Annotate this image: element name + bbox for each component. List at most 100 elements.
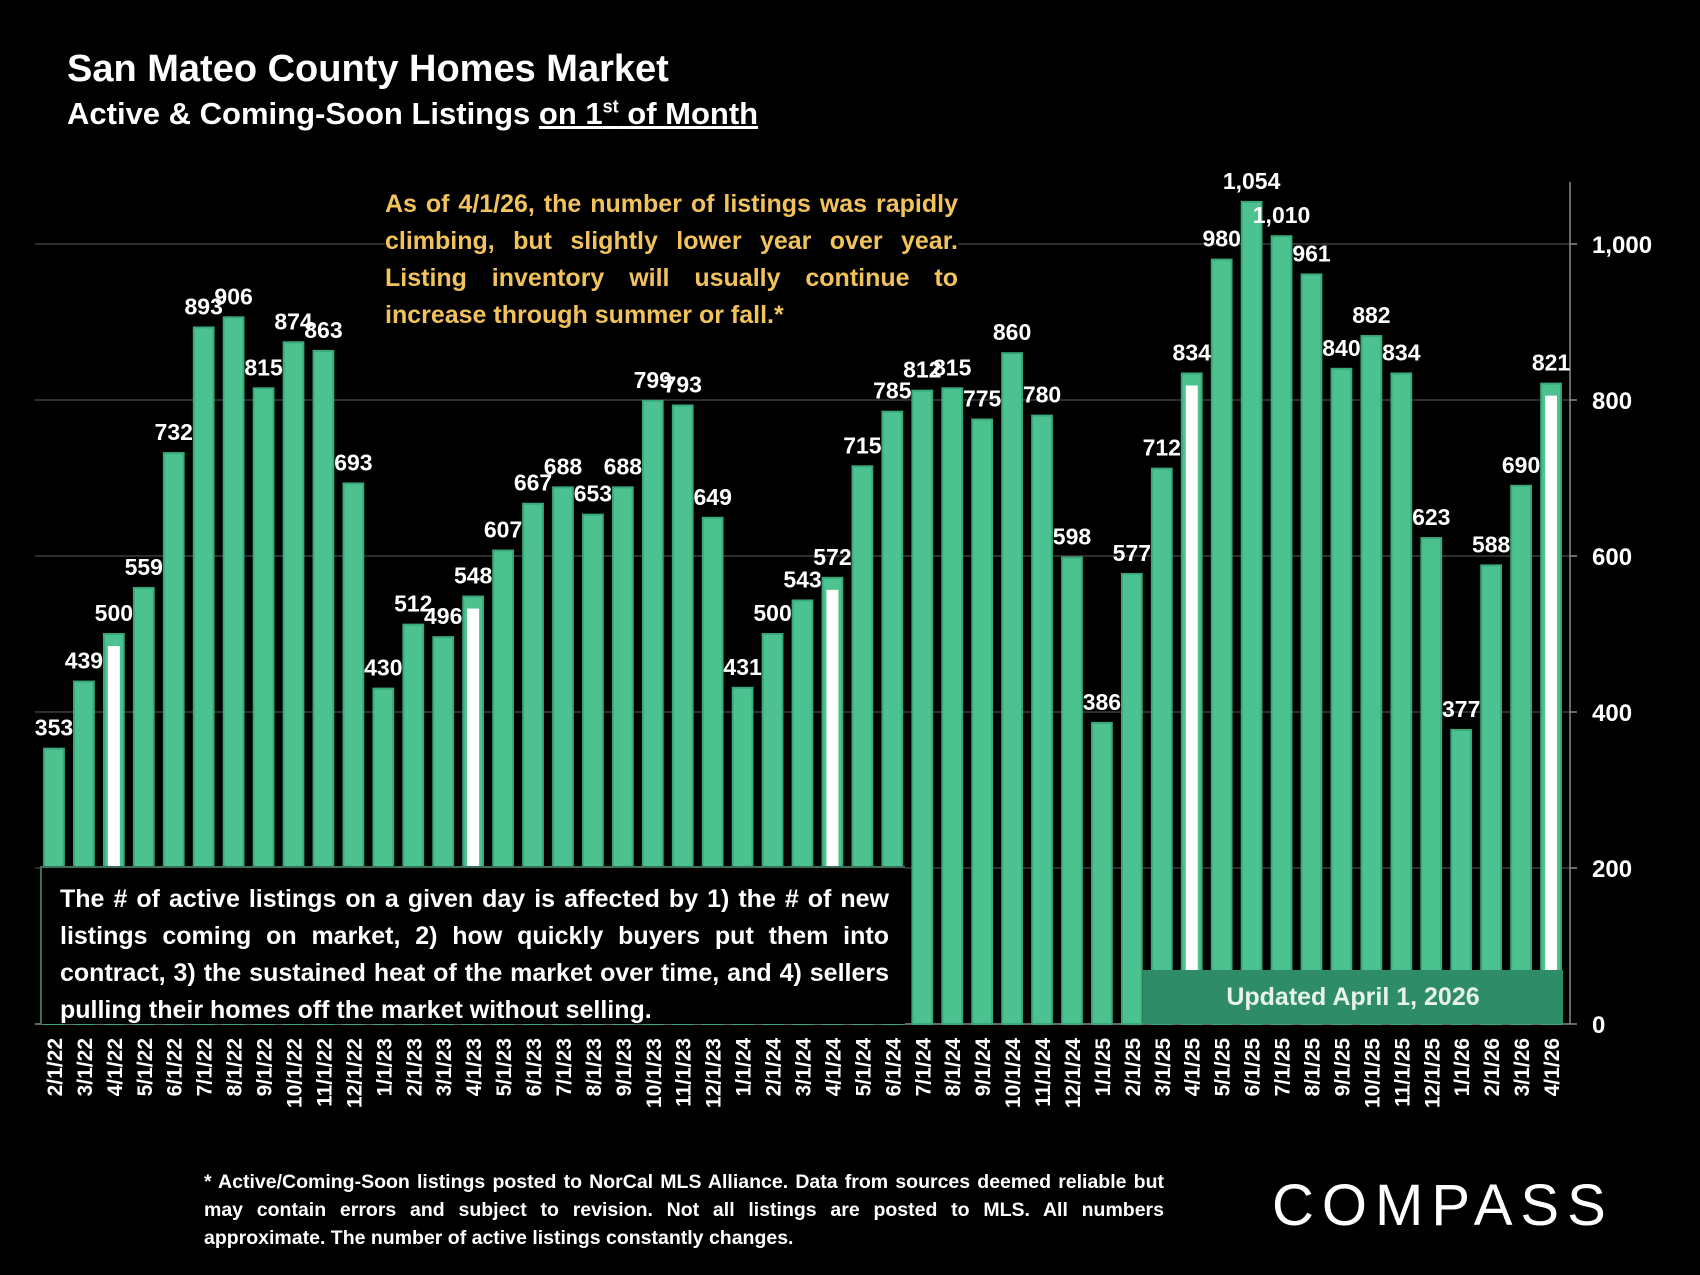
x-tick-label: 10/1/22 (284, 1038, 307, 1108)
x-tick-label: 6/1/24 (882, 1038, 905, 1097)
bar (1450, 728, 1473, 1025)
y-tick-label: 200 (1592, 856, 1632, 883)
x-tick-label: 2/1/25 (1122, 1038, 1145, 1097)
x-tick-label: 7/1/25 (1272, 1038, 1295, 1097)
data-label: 623 (1412, 504, 1450, 530)
x-tick-label: 3/1/23 (433, 1038, 456, 1096)
subtitle-of-month: of Month (618, 96, 759, 131)
data-label: 882 (1352, 302, 1390, 328)
data-label: 598 (1053, 524, 1092, 550)
data-label: 607 (484, 517, 522, 543)
x-tick-label: 6/1/25 (1242, 1038, 1265, 1097)
data-label: 732 (155, 419, 193, 445)
bar (941, 387, 964, 1025)
updated-badge: Updated April 1, 2026 (1143, 970, 1563, 1024)
x-tick-label: 8/1/23 (583, 1038, 606, 1096)
data-label: 439 (65, 648, 103, 674)
data-label: 793 (664, 371, 702, 397)
bar (1390, 372, 1413, 1026)
bar (1330, 367, 1353, 1025)
footnote: * Active/Coming-Soon listings posted to … (204, 1171, 1164, 1249)
data-label: 980 (1202, 226, 1240, 252)
data-label: 386 (1083, 689, 1121, 715)
x-tick-label: 6/1/23 (523, 1038, 546, 1096)
subtitle-text: Active & Coming-Soon Listings (67, 96, 539, 131)
data-label: 693 (334, 449, 372, 475)
x-tick-label: 11/1/25 (1391, 1038, 1414, 1107)
x-tick-label: 4/1/22 (104, 1038, 127, 1096)
bar (222, 316, 245, 1025)
data-label: 688 (544, 453, 583, 479)
data-label: 430 (364, 655, 402, 681)
x-tick-label: 4/1/23 (463, 1038, 486, 1096)
x-tick-label: 1/1/26 (1451, 1038, 1474, 1096)
bar (1120, 572, 1143, 1025)
data-label: 588 (1472, 531, 1511, 557)
x-tick-label: 6/1/22 (164, 1038, 187, 1096)
data-label: 496 (424, 603, 462, 629)
highlight-bar-marker (1185, 385, 1198, 1025)
x-tick-label: 11/1/23 (673, 1038, 696, 1107)
x-tick-label: 1/1/23 (373, 1038, 396, 1096)
data-label: 860 (993, 319, 1031, 345)
data-label: 906 (214, 283, 252, 309)
annotation-note: As of 4/1/26, the number of listings was… (385, 186, 958, 334)
x-tick-label: 8/1/24 (942, 1038, 965, 1097)
data-label: 431 (723, 654, 762, 680)
data-label: 577 (1113, 540, 1151, 566)
data-label: 559 (125, 554, 163, 580)
x-tick-label: 12/1/24 (1062, 1038, 1085, 1108)
x-tick-label: 8/1/22 (224, 1038, 247, 1096)
x-tick-label: 5/1/23 (493, 1038, 516, 1096)
bar (1091, 721, 1113, 1025)
data-label: 961 (1292, 240, 1331, 266)
y-tick-label: 1,000 (1592, 232, 1652, 259)
bar (1270, 235, 1293, 1025)
data-label: 500 (95, 600, 133, 626)
bar (312, 349, 335, 1025)
x-tick-label: 2/1/23 (403, 1038, 426, 1096)
data-label: 863 (304, 317, 342, 343)
data-label: 821 (1532, 350, 1571, 376)
bar (971, 418, 994, 1025)
x-tick-label: 12/1/23 (703, 1038, 726, 1108)
data-label: 572 (813, 544, 851, 570)
x-tick-label: 7/1/23 (553, 1038, 576, 1096)
data-label: 548 (454, 563, 493, 589)
subtitle-underlined: on 1st of Month (539, 96, 758, 131)
y-tick-label: 400 (1592, 700, 1632, 727)
bar (1480, 564, 1503, 1025)
x-tick-label: 5/1/24 (852, 1038, 875, 1097)
bar (1210, 258, 1233, 1026)
x-tick-label: 10/1/24 (1002, 1038, 1025, 1108)
x-tick-label: 12/1/22 (343, 1038, 366, 1108)
y-tick-label: 800 (1592, 388, 1632, 415)
x-tick-label: 3/1/22 (74, 1038, 97, 1096)
data-label: 712 (1143, 435, 1181, 461)
data-label: 775 (963, 386, 1002, 412)
data-label: 799 (634, 367, 672, 393)
x-tick-label: 2/1/24 (763, 1038, 786, 1097)
data-label: 688 (604, 453, 643, 479)
x-tick-label: 8/1/25 (1302, 1038, 1325, 1097)
compass-logo: COMPASS (1272, 1173, 1614, 1238)
x-tick-label: 4/1/24 (822, 1038, 845, 1097)
data-label: 649 (693, 484, 731, 510)
x-tick-label: 9/1/22 (254, 1038, 277, 1096)
data-label: 815 (933, 354, 972, 380)
x-tick-label: 10/1/25 (1361, 1038, 1384, 1108)
data-label: 667 (514, 470, 552, 496)
x-tick-label: 1/1/24 (733, 1038, 756, 1097)
x-tick-label: 10/1/23 (643, 1038, 666, 1108)
data-label: 377 (1442, 696, 1480, 722)
x-tick-label: 1/1/25 (1092, 1038, 1115, 1097)
y-tick-label: 600 (1592, 544, 1632, 571)
data-label: 815 (244, 354, 283, 380)
x-tick-label: 11/1/24 (1032, 1038, 1055, 1107)
data-label: 785 (873, 378, 912, 404)
x-tick-label: 9/1/24 (972, 1038, 995, 1097)
x-tick-label: 5/1/22 (134, 1038, 157, 1096)
data-label: 812 (903, 357, 941, 383)
bar (1031, 414, 1053, 1026)
explanation-box: The # of active listings on a given day … (40, 866, 905, 1024)
